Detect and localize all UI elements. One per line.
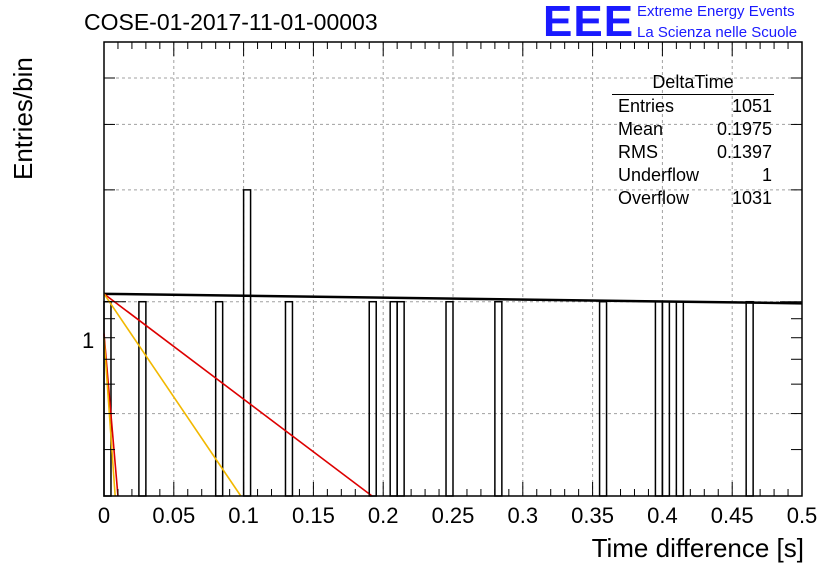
stats-label: Entries [618, 96, 675, 116]
x-tick-label: 0.2 [368, 503, 399, 528]
stats-row-rms: RMS 0.1397 [612, 141, 774, 164]
stats-row-mean: Mean 0.1975 [612, 118, 774, 141]
x-tick-label: 0.4 [647, 503, 678, 528]
histogram-bar [598, 300, 608, 497]
stats-box: DeltaTime Entries 1051 Mean 0.1975 RMS 0… [612, 71, 774, 210]
eee-logo: EEE [543, 0, 635, 46]
stats-label: Overflow [618, 188, 690, 208]
histogram-bar [445, 300, 454, 497]
logo-subtitle-2: La Scienza nelle Scuole [637, 24, 798, 41]
stats-label: Mean [618, 119, 664, 139]
histogram-bar [242, 189, 252, 497]
logo-subtitle-1: Extreme Energy Events [637, 3, 795, 20]
fit-line-orange [103, 293, 242, 497]
y-tick-label: 1 [82, 328, 95, 353]
stats-value: 1031 [731, 188, 772, 208]
x-tick-label: 0.1 [228, 503, 259, 528]
x-tick-label: 0.3 [508, 503, 539, 528]
stats-row-entries: Entries 1051 [612, 95, 774, 118]
histogram-bar [396, 300, 405, 497]
stats-value: 1 [761, 165, 772, 185]
run-title: COSE-01-2017-11-01-00003 [84, 9, 378, 35]
x-tick-label: 0.35 [571, 503, 614, 528]
stats-row-underflow: Underflow 1 [612, 164, 774, 187]
histogram-bar [661, 300, 671, 497]
histogram-bar [675, 300, 685, 497]
histogram-bar [284, 300, 294, 497]
stats-value: 1051 [731, 96, 772, 116]
x-tick-label: 0.15 [292, 503, 335, 528]
stats-label: Underflow [618, 165, 700, 185]
histogram-bar [368, 300, 377, 497]
x-tick-label: 0.45 [711, 503, 754, 528]
stats-value: 0.1397 [716, 142, 772, 162]
x-tick-label: 0.05 [152, 503, 195, 528]
fit-line-black [103, 292, 803, 305]
y-axis-label: Entries/bin [8, 57, 38, 180]
stats-row-overflow: Overflow 1031 [612, 187, 774, 210]
stats-label: RMS [618, 142, 658, 162]
x-tick-label: 0 [98, 503, 110, 528]
stats-title: DeltaTime [612, 71, 774, 95]
fit-line-orange [103, 337, 116, 497]
stats-value: 0.1975 [716, 119, 772, 139]
x-axis-label: Time difference [s] [591, 533, 804, 563]
x-tick-label: 0.25 [432, 503, 475, 528]
histogram-bar [654, 300, 664, 497]
x-tick-label: 0.5 [787, 503, 818, 528]
histogram-bar [745, 300, 754, 497]
histogram-bar [138, 300, 147, 497]
histogram-bar [494, 300, 503, 497]
fit-line-red [103, 293, 373, 497]
histogram-bar [389, 300, 398, 497]
